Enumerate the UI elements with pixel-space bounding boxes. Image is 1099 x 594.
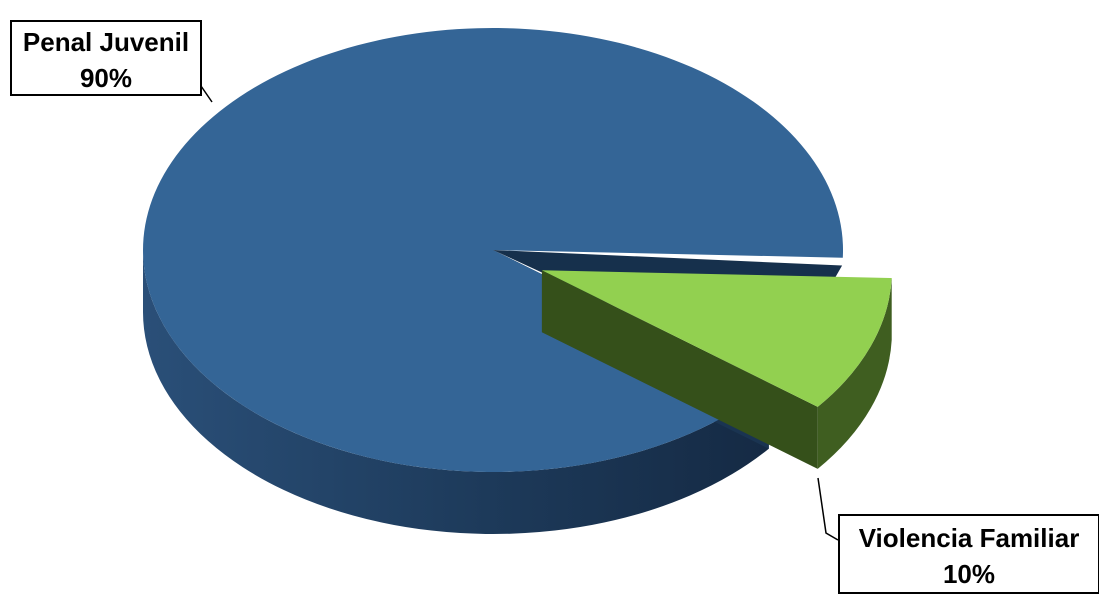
label-percent-penal-juvenil: 90%: [79, 63, 133, 93]
leader-line-penal-juvenil: [200, 85, 213, 103]
slice-side-penal-juvenil: [142, 250, 769, 535]
slice-top-violencia-familiar: [541, 270, 892, 407]
label-category-penal-juvenil: Penal Juvenil: [22, 27, 190, 57]
data-label-violencia-familiar: Violencia Familiar 10%: [838, 514, 1099, 594]
slice-violencia-familiar: [541, 270, 892, 469]
label-category-violencia-familiar: Violencia Familiar: [858, 523, 1080, 553]
label-percent-violencia-familiar: 10%: [942, 559, 996, 589]
slice-side-violencia-familiar: [817, 278, 892, 469]
slice-cut-face-violencia-familiar: [541, 270, 818, 469]
leader-line-violencia-familiar: [817, 477, 839, 541]
data-label-penal-juvenil: Penal Juvenil 90%: [10, 20, 202, 96]
